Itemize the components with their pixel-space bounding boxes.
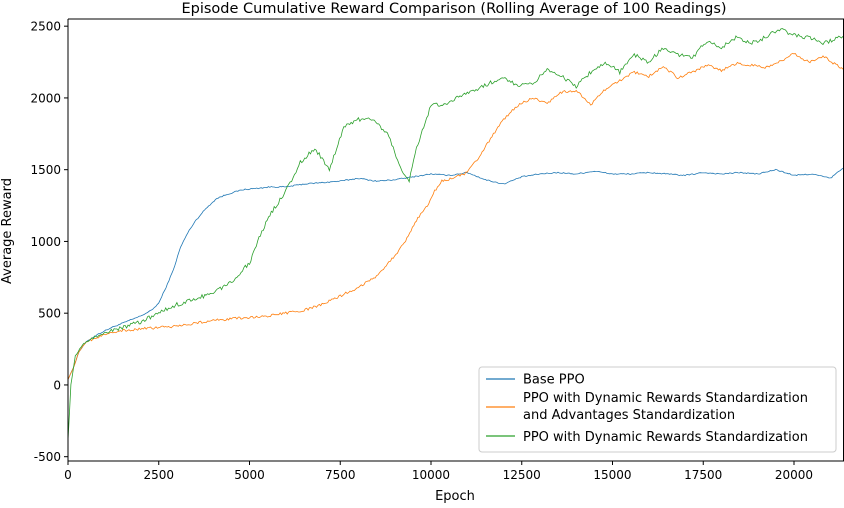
series-line-2 — [67, 28, 844, 441]
x-axis-ticks: 0 2500 5000 7500 10000 12500 15000 17500 20000 — [64, 461, 813, 482]
x-tick-label: 17500 — [684, 468, 722, 482]
x-tick-label: 2500 — [143, 468, 174, 482]
plot-area — [67, 18, 844, 462]
y-axis-label: Average Reward — [0, 178, 15, 284]
y-tick-label: -500 — [34, 450, 61, 464]
x-tick-label: 0 — [64, 468, 72, 482]
legend-label-ppo-rewards: PPO with Dynamic Rewards Standardization — [523, 430, 808, 445]
series-line-0 — [67, 167, 844, 380]
y-tick-label: 0 — [53, 378, 61, 392]
y-tick-label: 1000 — [30, 235, 61, 249]
x-tick-label: 10000 — [412, 468, 450, 482]
chart-title: Episode Cumulative Reward Comparison (Ro… — [181, 1, 726, 17]
y-tick-label: 1500 — [30, 163, 61, 177]
legend: Base PPO PPO with Dynamic Rewards Standa… — [478, 366, 837, 453]
y-tick-label: 2500 — [30, 20, 61, 34]
x-tick-label: 12500 — [503, 468, 541, 482]
x-axis-label: Epoch — [435, 489, 475, 504]
y-tick-label: 500 — [38, 307, 61, 321]
legend-label-base-ppo: Base PPO — [523, 373, 585, 388]
x-tick-label: 20000 — [775, 468, 813, 482]
y-tick-label: 2000 — [30, 91, 61, 105]
legend-label-ppo-rewards-advantages-line1: PPO with Dynamic Rewards Standardization — [523, 391, 808, 406]
legend-box — [478, 366, 837, 453]
x-tick-label: 15000 — [593, 468, 631, 482]
y-axis-ticks: -500 0 500 1000 1500 2000 2500 — [30, 20, 68, 464]
x-tick-label: 7500 — [325, 468, 356, 482]
series-line-1 — [67, 53, 844, 380]
legend-label-ppo-rewards-advantages-line2: and Advantages Standardization — [523, 408, 735, 423]
x-tick-label: 5000 — [234, 468, 265, 482]
